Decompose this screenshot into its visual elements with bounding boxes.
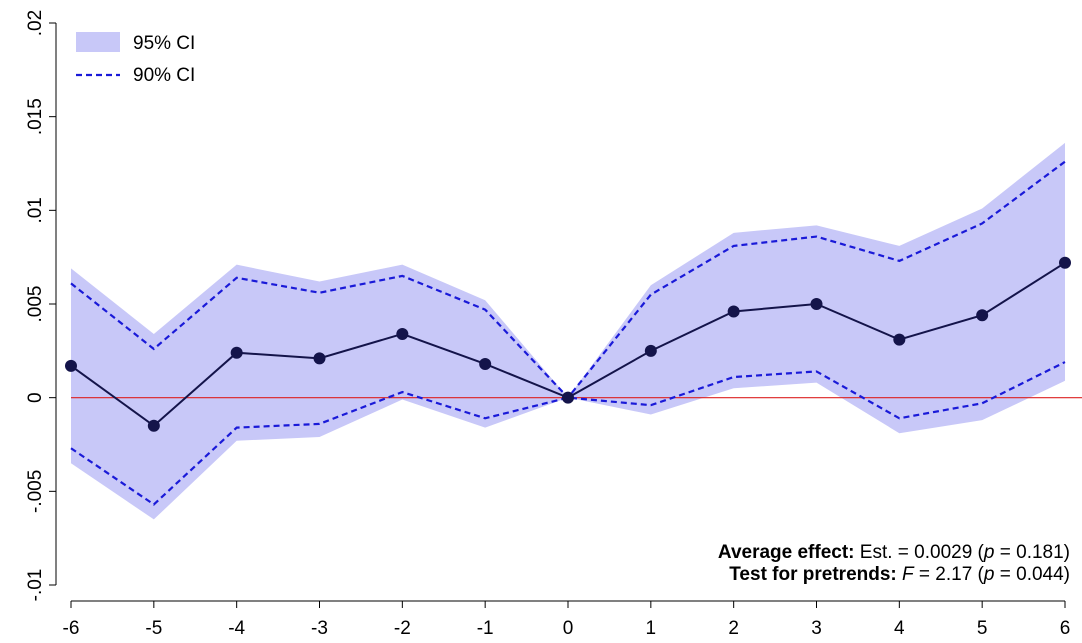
estimate-point <box>65 359 77 372</box>
estimate-point <box>147 419 160 432</box>
legend-label-95: 95% CI <box>133 33 195 54</box>
x-tick-label: -4 <box>228 618 245 639</box>
y-tick-label: 0 <box>25 392 46 403</box>
estimate-point <box>976 309 989 322</box>
x-tick-label: 6 <box>1060 618 1071 639</box>
estimate-point <box>396 327 409 340</box>
x-tick-label: 3 <box>811 618 822 639</box>
legend: 95% CI 90% CI <box>76 32 195 86</box>
estimate-point <box>810 298 823 310</box>
average-effect-pvalue: = 0.181) <box>994 542 1070 563</box>
y-tick-label: .02 <box>25 10 46 36</box>
y-tick-label: .005 <box>25 286 46 323</box>
pretrend-test-label: Test for pretrends: <box>729 564 897 585</box>
y-tick-label: -.01 <box>25 569 46 602</box>
x-tick-label: 2 <box>728 618 739 639</box>
estimate-point <box>313 352 326 365</box>
estimate-point <box>893 333 906 346</box>
x-tick-label: 1 <box>646 618 657 639</box>
pretrend-test-text: Test for pretrends: F = 2.17 (p = 0.044) <box>729 564 1070 585</box>
y-tick-label: .015 <box>25 98 46 135</box>
x-tick-label: 0 <box>563 618 574 639</box>
estimate-points-layer <box>65 256 1071 432</box>
annotation-box: Average effect: Est. = 0.0029 (p = 0.181… <box>718 542 1070 585</box>
axes-layer: -6 -5 -4 -3 -2 -1 0 1 2 3 4 5 6 -.01 -.005 0 .005 .01 .015… <box>25 10 1070 639</box>
legend-label-90: 90% CI <box>133 65 195 86</box>
pretrend-pvalue: = 0.044) <box>994 564 1070 585</box>
x-tick-label: -6 <box>63 618 80 639</box>
average-effect-label: Average effect: <box>718 542 855 563</box>
x-tick-label: -5 <box>145 618 162 639</box>
legend-swatch-95 <box>76 32 120 52</box>
f-symbol: F <box>902 564 915 585</box>
ci-90-lower-line <box>70 361 1066 506</box>
p-symbol: p <box>983 542 995 563</box>
ci-95-band-layer <box>71 142 1065 520</box>
estimate-point <box>644 344 657 357</box>
estimate-point <box>562 391 574 404</box>
ci-95-band <box>71 142 1065 520</box>
x-tick-label: -3 <box>311 618 328 639</box>
estimate-point <box>727 305 740 318</box>
pretrend-f-value: = 2.17 ( <box>914 564 985 585</box>
y-tick-label: -.005 <box>25 470 46 513</box>
estimate-point <box>230 346 243 359</box>
average-effect-estimate: Est. = 0.0029 ( <box>855 542 985 563</box>
x-tick-label: 4 <box>894 618 905 639</box>
x-tick-label: -1 <box>477 618 494 639</box>
x-tick-label: -2 <box>394 618 411 639</box>
estimate-point <box>1059 256 1071 269</box>
x-tick-label: 5 <box>977 618 988 639</box>
estimate-point <box>479 357 492 370</box>
p-symbol: p <box>983 564 995 585</box>
y-tick-label: .01 <box>25 197 46 223</box>
average-effect-text: Average effect: Est. = 0.0029 (p = 0.181… <box>718 542 1070 563</box>
